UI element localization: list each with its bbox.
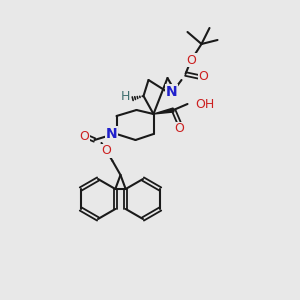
- Text: H: H: [121, 91, 130, 103]
- Text: OH: OH: [196, 98, 215, 110]
- Text: N: N: [166, 85, 177, 99]
- Text: O: O: [187, 53, 196, 67]
- Text: N: N: [106, 127, 117, 141]
- Text: O: O: [199, 70, 208, 83]
- Polygon shape: [154, 108, 174, 114]
- Text: O: O: [102, 145, 111, 158]
- Text: O: O: [175, 122, 184, 136]
- Text: O: O: [80, 130, 89, 142]
